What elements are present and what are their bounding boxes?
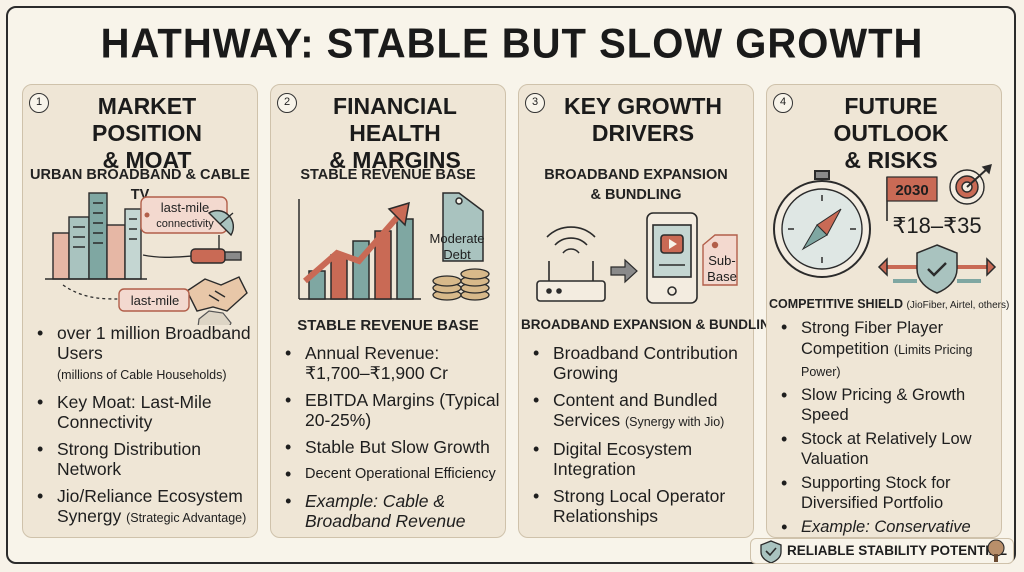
coin-stack-icon xyxy=(432,268,490,301)
card-future-outlook: 4 FUTURE OUTLOOK & RISKS 2030 ₹18–₹35 xyxy=(766,84,1010,556)
card-market-position: 1 MARKET POSITION & MOAT URBAN BROADBAND … xyxy=(22,84,258,538)
arrow-right-icon xyxy=(610,258,638,284)
card-financial-health: 2 FINANCIAL HEALTH & MARGINS STABLE REVEN… xyxy=(270,84,506,538)
card-heading: KEY GROWTH DRIVERS xyxy=(563,93,723,146)
target-icon xyxy=(949,164,992,205)
card-subtitle: STABLE REVENUE BASE xyxy=(300,167,476,183)
shield-icon xyxy=(760,540,782,563)
list-item: Slow Pricing & Growth Speed xyxy=(781,385,997,425)
svg-text:Base: Base xyxy=(707,269,737,284)
last-mile-tag: last-mile xyxy=(118,288,190,312)
price-tag-icon: Moderate Debt xyxy=(430,192,485,262)
card-heading: FINANCIAL HEALTH & MARGINS xyxy=(329,93,461,173)
card-bullets: Annual Revenue: ₹1,700–₹1,900 Cr EBITDA … xyxy=(271,343,501,538)
svg-text:Sub-: Sub- xyxy=(708,253,735,268)
section-label: COMPETITIVE SHIELD (JioFiber, Airtel, ot… xyxy=(769,297,1010,311)
list-item: Strong Fiber Player Competition (Limits … xyxy=(781,317,997,382)
card-subtitle: BROADBAND EXPANSION & BUNDLING xyxy=(544,167,728,203)
list-item: Example: Cable & Broadband Revenue xyxy=(285,491,501,531)
market-illustration: last-mile connectivity last-mile xyxy=(45,192,248,325)
last-mile-connectivity-tag: last-mile connectivity xyxy=(140,196,228,234)
card-bullets: Broadband Contribution Growing Content a… xyxy=(519,343,749,533)
list-item: Key Moat: Last-Mile Connectivity xyxy=(37,392,253,432)
footer-label: RELIABLE STABILITY POTENTIAL xyxy=(787,543,1008,558)
list-item: EBITDA Margins (Typical 20-25%) xyxy=(285,390,501,430)
list-item: Annual Revenue: ₹1,700–₹1,900 Cr xyxy=(285,343,501,383)
list-item: Stock at Relatively Low Valuation xyxy=(781,429,997,469)
growth-illustration: Sub- Base xyxy=(536,212,738,304)
tablet-video-icon xyxy=(646,212,698,304)
card-number: 1 xyxy=(29,93,49,113)
outlook-illustration: 2030 ₹18–₹35 xyxy=(773,164,997,294)
moderate-debt-line1: Moderate xyxy=(430,231,485,246)
india-map-icon xyxy=(197,310,232,325)
list-item: Decent Operational Efficiency xyxy=(285,464,501,484)
list-item: Stable But Slow Growth xyxy=(285,437,501,457)
list-item: Digital Ecosystem Integration xyxy=(533,439,749,479)
svg-text:last-mile: last-mile xyxy=(131,293,179,308)
card-heading: MARKET POSITION & MOAT xyxy=(92,93,202,173)
footer-badge: RELIABLE STABILITY POTENTIAL xyxy=(750,538,1014,564)
flag-icon: 2030 xyxy=(886,176,938,221)
card-number: 2 xyxy=(277,93,297,113)
year-label: 2030 xyxy=(895,182,928,199)
card-number: 4 xyxy=(773,93,793,113)
list-item: Content and Bundled Services (Synergy wi… xyxy=(533,390,749,432)
list-item: Broadband Contribution Growing xyxy=(533,343,749,383)
card-number: 3 xyxy=(525,93,545,113)
section-label: STABLE REVENUE BASE xyxy=(297,317,479,334)
growth-chart-icon xyxy=(298,199,421,300)
cable-icon xyxy=(142,248,242,264)
tree-icon xyxy=(987,539,1005,562)
card-bullets: Strong Fiber Player Competition (Limits … xyxy=(767,317,997,564)
tag-connectivity-line2: connectivity xyxy=(156,218,214,230)
shield-check-icon xyxy=(877,244,997,294)
wifi-router-icon xyxy=(536,226,606,302)
tag-connectivity-line1: last-mile xyxy=(161,200,209,215)
list-item: Jio/Reliance Ecosystem Synergy (Strategi… xyxy=(37,486,253,528)
section-label: BROADBAND EXPANSION & BUNDLING xyxy=(521,317,781,332)
sub-base-tag: Sub- Base xyxy=(702,234,738,286)
card-growth-drivers: 3 KEY GROWTH DRIVERS BROADBAND EXPANSION &… xyxy=(518,84,781,538)
list-item: Supporting Stock for Diversified Portfol… xyxy=(781,473,997,513)
page-title: HATHWAY: STABLE BUT SLOW GROWTH xyxy=(100,20,924,68)
list-item: over 1 million Broadband Users(millions … xyxy=(37,323,253,385)
list-item: Strong Local Operator Relationships xyxy=(533,486,749,526)
price-range-label: ₹18–₹35 xyxy=(892,213,981,238)
city-buildings-icon xyxy=(45,192,147,280)
handshake-icon xyxy=(186,276,248,312)
list-item: Strong Distribution Network xyxy=(37,439,253,479)
card-heading: FUTURE OUTLOOK & RISKS xyxy=(833,93,949,173)
card-bullets: over 1 million Broadband Users(millions … xyxy=(23,323,253,535)
moderate-debt-line2: Debt xyxy=(443,247,471,262)
financial-illustration: Moderate Debt xyxy=(298,192,490,301)
satellite-dish-icon xyxy=(207,209,235,249)
compass-icon xyxy=(773,170,871,278)
